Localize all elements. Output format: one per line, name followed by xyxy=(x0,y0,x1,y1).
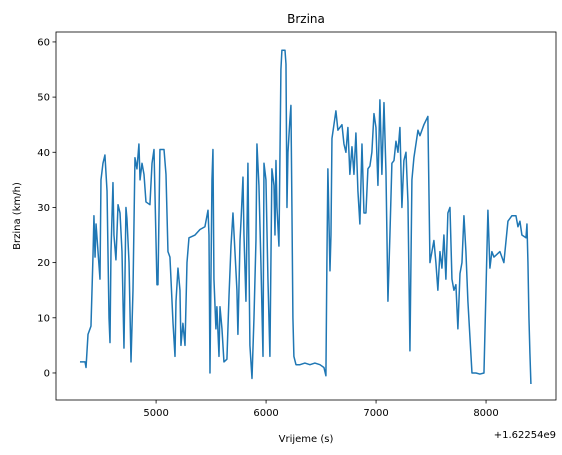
y-tick-label: 40 xyxy=(37,148,50,159)
y-tick-label: 10 xyxy=(37,313,50,324)
y-tick-label: 20 xyxy=(37,258,50,269)
x-offset-label: +1.62254e9 xyxy=(494,430,556,441)
y-tick-label: 50 xyxy=(37,93,50,104)
y-tick-label: 0 xyxy=(44,368,50,379)
y-tick-label: 60 xyxy=(37,37,50,48)
plot-frame xyxy=(55,31,557,401)
data-line xyxy=(79,49,532,385)
y-axis-label: Brzina (km/h) xyxy=(12,182,23,250)
y-tick-label: 30 xyxy=(37,203,50,214)
x-tick-label: 7000 xyxy=(363,408,388,419)
x-axis-label: Vrijeme (s) xyxy=(279,434,334,445)
chart-title: Brzina xyxy=(287,12,325,26)
x-tick-label: 5000 xyxy=(143,408,168,419)
x-tick-label: 6000 xyxy=(253,408,278,419)
x-tick-label: 8000 xyxy=(473,408,498,419)
